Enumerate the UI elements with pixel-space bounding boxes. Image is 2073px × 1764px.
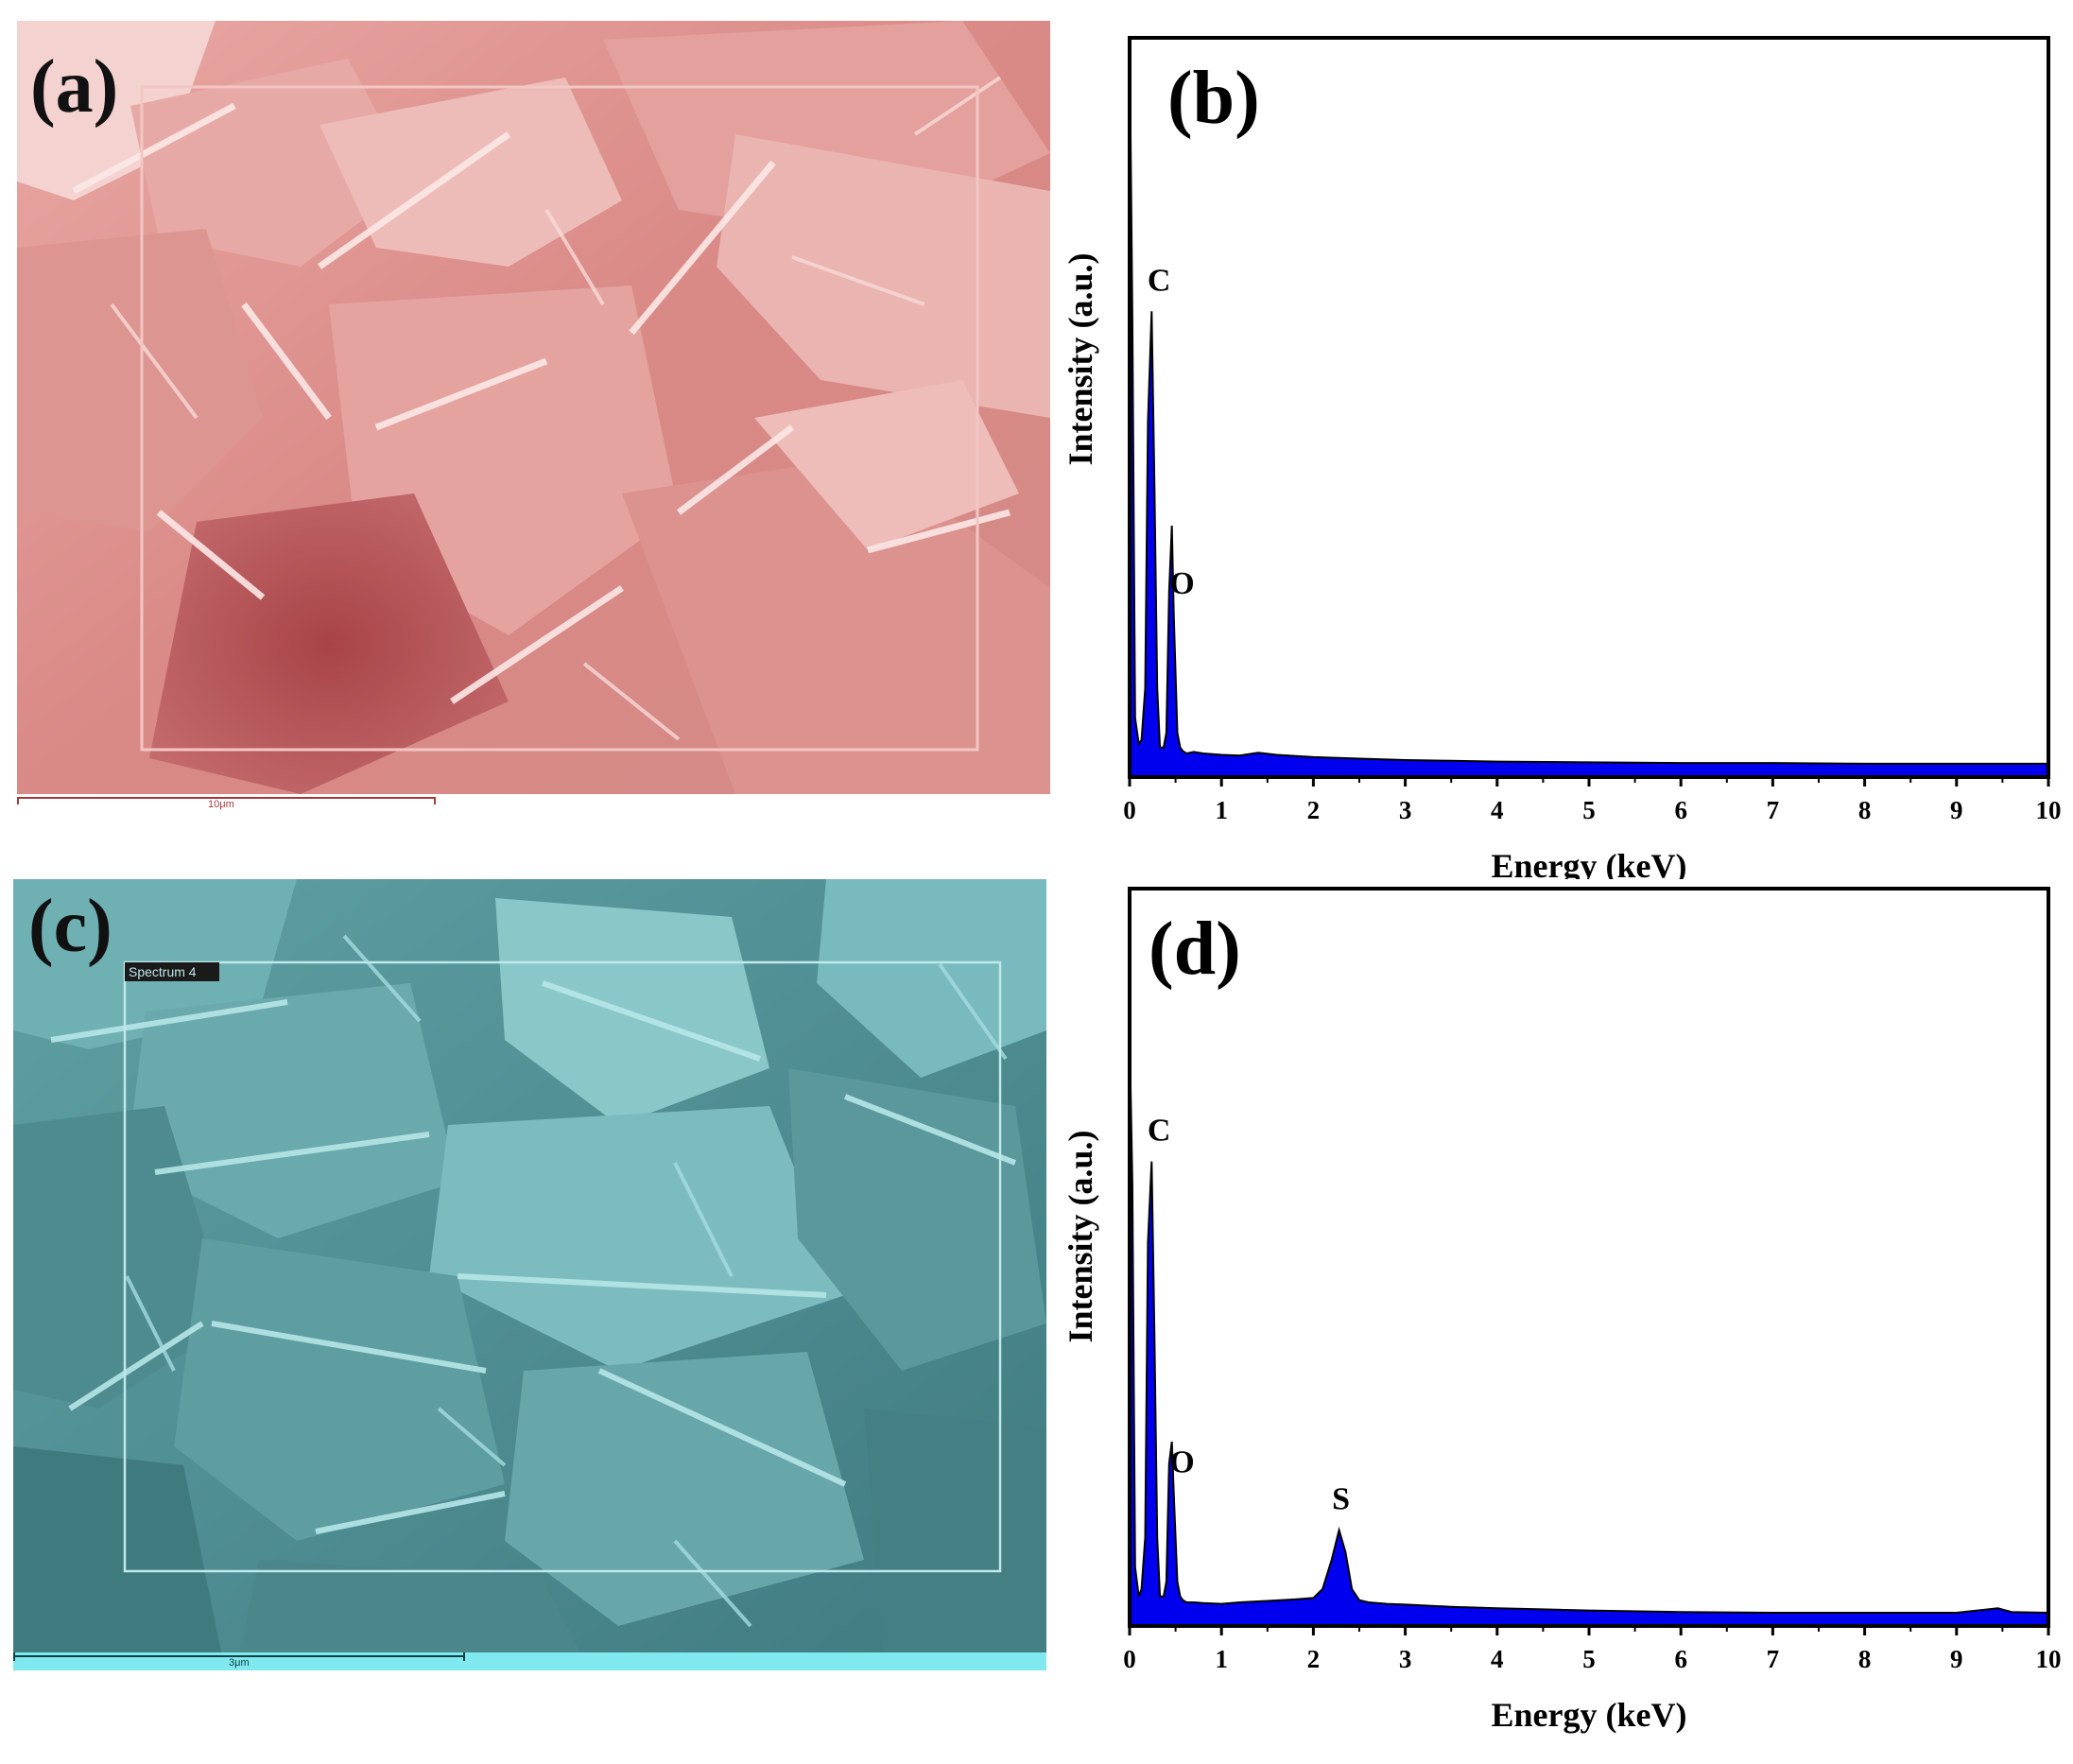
chart-1-xtick-label-5: 5 xyxy=(1582,1645,1596,1673)
chart-1-peak-label-s: S xyxy=(1332,1482,1350,1517)
chart-1-xtick-label-6: 6 xyxy=(1674,1645,1687,1673)
chart-1-peak-label-o: O xyxy=(1169,1445,1194,1480)
chart-0-xtick-label-7: 7 xyxy=(1767,796,1780,824)
chart-1-xtick-label-8: 8 xyxy=(1858,1645,1872,1673)
chart-0-xtick-label-0: 0 xyxy=(1123,796,1136,824)
chart-1-xtick-label-0: 0 xyxy=(1123,1645,1136,1673)
chart-0-series-0-area xyxy=(1130,38,2048,777)
chart-1-xtick-label-1: 1 xyxy=(1215,1645,1228,1673)
scale-bar-a-text: 10μm xyxy=(208,799,234,810)
chart-1-yaxis-title: Intensity (a.u.) xyxy=(1062,1130,1099,1342)
chart-0-peak-label-c: C xyxy=(1148,263,1171,298)
chart-1-series-0-area xyxy=(1130,1036,2048,1626)
chart-0-panel-label: (b) xyxy=(1167,57,1260,140)
sem-image-c-texture: Spectrum 4 xyxy=(13,879,1046,1652)
eds-chart-d: 0 1 2 3 4 5 6 7 8 9 10 Energy (keV) Intensity (a.u.)… xyxy=(1062,887,2062,1734)
scale-bar-c-text: 3μm xyxy=(229,1657,250,1669)
chart-0-xtick-label-10: 10 xyxy=(2036,796,2062,824)
chart-1-xaxis-title: Energy (keV) xyxy=(1492,1696,1687,1734)
chart-1-xtick-label-10: 10 xyxy=(2036,1645,2062,1673)
scale-bar-c-line xyxy=(13,1655,465,1657)
chart-1-xtick-label-7: 7 xyxy=(1767,1645,1780,1673)
chart-0-xtick-label-8: 8 xyxy=(1858,796,1872,824)
chart-1-xtick-label-9: 9 xyxy=(1950,1645,1963,1673)
chart-1-xtick-label-4: 4 xyxy=(1491,1645,1504,1673)
chart-1-xtick-label-3: 3 xyxy=(1399,1645,1412,1673)
sem-image-a xyxy=(17,21,1050,794)
chart-1-xtick-label-2: 2 xyxy=(1307,1645,1321,1673)
chart-0-xtick-label-2: 2 xyxy=(1307,796,1321,824)
scale-bar-a-line xyxy=(17,797,436,799)
sem-image-a-texture xyxy=(17,21,1050,794)
chart-1-peak-label-c: C xyxy=(1148,1114,1171,1149)
scale-bar-a-tick-right xyxy=(434,797,436,804)
chart-0-yaxis-title: Intensity (a.u.) xyxy=(1062,252,1099,465)
scale-bar-c-tick-left xyxy=(13,1652,15,1661)
chart-0-xtick-label-9: 9 xyxy=(1950,796,1963,824)
chart-0-xtick-label-3: 3 xyxy=(1399,796,1412,824)
chart-0-plot-frame xyxy=(1128,36,2050,779)
spectrum-region-label: Spectrum 4 xyxy=(129,964,197,979)
scale-bar-c-tick-right xyxy=(463,1652,465,1661)
eds-chart-b: 0 1 2 3 4 5 6 7 8 9 10 Energy (keV) Intensity (a.u.)… xyxy=(1062,36,2062,879)
chart-1-panel-label: (d) xyxy=(1149,908,1241,991)
chart-0-peak-label-o: O xyxy=(1169,566,1194,601)
sem-image-c: Spectrum 4 xyxy=(13,879,1046,1652)
panel-label-c: (c) xyxy=(28,885,112,968)
chart-0-xaxis-title: Energy (keV) xyxy=(1492,847,1687,879)
chart-0-series-0-line xyxy=(1129,37,2048,765)
chart-0-xtick-label-4: 4 xyxy=(1491,796,1504,824)
chart-0-xtick-label-5: 5 xyxy=(1582,796,1596,824)
chart-1-series-0-line xyxy=(1129,1035,2049,1614)
scale-bar-a-tick-left xyxy=(17,797,19,804)
panel-label-a: (a) xyxy=(30,45,119,129)
scale-bar-a: 10μm xyxy=(17,794,438,813)
scale-bar-c: 3μm xyxy=(13,1652,1046,1670)
chart-0-xtick-label-1: 1 xyxy=(1215,796,1228,824)
chart-0-xtick-label-6: 6 xyxy=(1674,796,1687,824)
chart-1-plot-frame xyxy=(1128,887,2050,1628)
